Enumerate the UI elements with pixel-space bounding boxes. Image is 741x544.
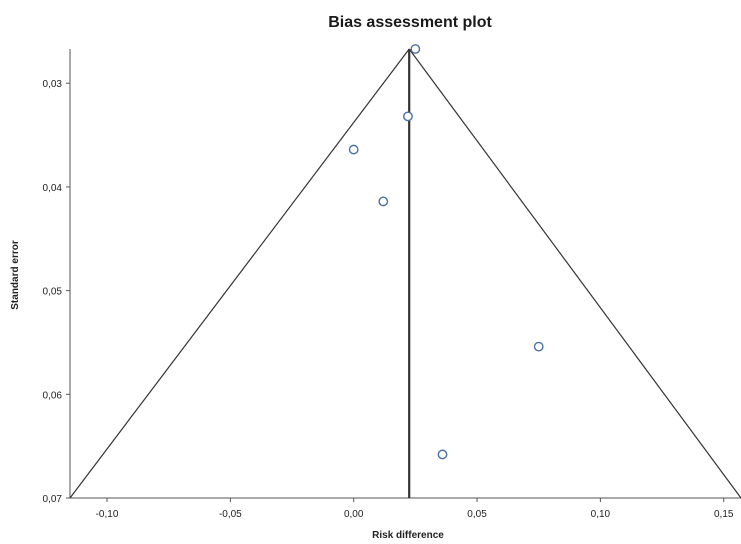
data-point	[378, 196, 389, 207]
x-tick-label: 0,10	[591, 509, 611, 520]
y-axis-label: Standard error	[10, 240, 21, 310]
plot-area	[69, 44, 741, 499]
funnel-right-line	[408, 48, 741, 499]
x-tick-label: 0,00	[344, 509, 364, 520]
data-point	[348, 144, 359, 155]
funnel-left-line	[69, 48, 410, 499]
data-point	[437, 449, 448, 460]
y-tick-label: 0,03	[43, 79, 63, 90]
x-tick-label: 0,05	[467, 509, 487, 520]
data-point	[533, 341, 544, 352]
data-point	[410, 44, 421, 54]
y-axis-ticks: 0,03 0,04 0,05 0,06 0,07	[43, 79, 70, 505]
y-tick-label: 0,05	[43, 287, 63, 298]
x-axis-ticks: -0,10 -0,05 0,00 0,05 0,10 0,15	[96, 498, 734, 520]
x-tick-label: 0,15	[714, 509, 734, 520]
y-tick-label: 0,06	[43, 390, 63, 401]
x-axis-label: Risk difference	[372, 530, 444, 541]
y-tick-label: 0,07	[43, 494, 63, 505]
y-tick-label: 0,04	[43, 183, 63, 194]
x-tick-label: -0,10	[96, 509, 119, 520]
x-tick-label: -0,05	[219, 509, 242, 520]
data-point	[403, 111, 413, 122]
chart-title: Bias assessment plot	[328, 14, 492, 31]
